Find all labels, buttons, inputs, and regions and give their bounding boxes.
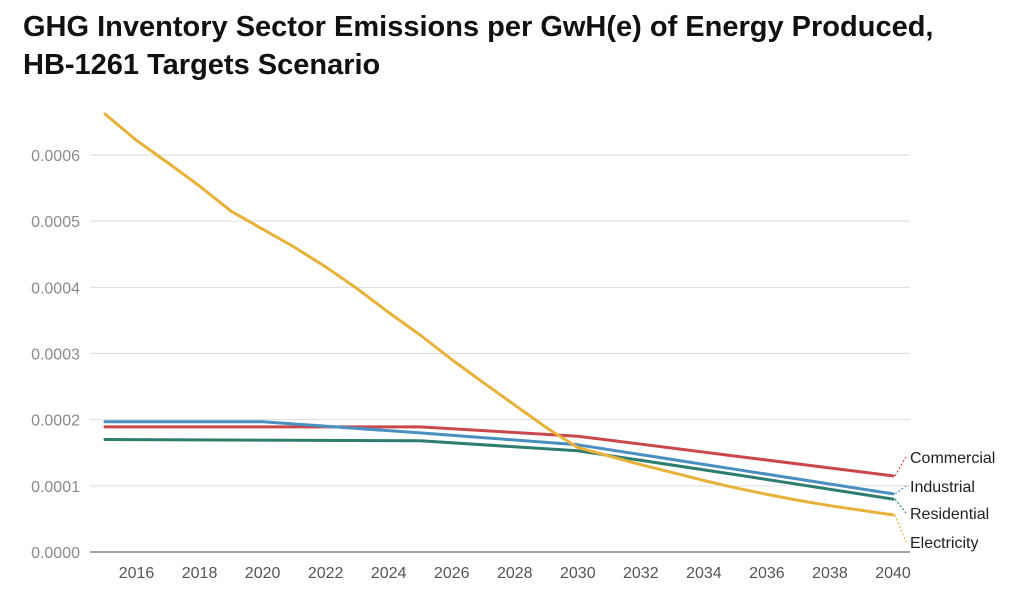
series-label-commercial: Commercial — [910, 450, 995, 467]
chart-title: GHG Inventory Sector Emissions per GwH(e… — [23, 8, 1013, 84]
series-label-industrial: Industrial — [910, 479, 975, 496]
series-lines — [103, 112, 895, 517]
x-tick-label: 2040 — [875, 565, 911, 582]
x-tick-label: 2024 — [371, 565, 407, 582]
y-axis-ticks: 0.0000 0.0001 0.0002 0.0003 0.0004 0.0005 0.00… — [31, 148, 80, 562]
x-axis-ticks: 2016 2018 2020 2022 2024 2026 2028 2030 2032 2034… — [119, 565, 911, 582]
x-tick-label: 2022 — [308, 565, 344, 582]
series-line-industrial — [103, 420, 895, 496]
x-tick-label: 2036 — [749, 565, 785, 582]
x-tick-label: 2038 — [812, 565, 848, 582]
y-tick-label: 0.0000 — [31, 545, 80, 562]
y-tick-label: 0.0003 — [31, 347, 80, 364]
y-tick-label: 0.0004 — [31, 280, 80, 297]
x-tick-label: 2026 — [434, 565, 470, 582]
gridlines — [90, 154, 910, 487]
x-tick-label: 2030 — [560, 565, 596, 582]
chart-title-line-1: GHG Inventory Sector Emissions per GwH(e… — [23, 11, 934, 43]
x-tick-label: 2016 — [119, 565, 155, 582]
series-line-electricity — [103, 112, 895, 517]
label-leader-commercial — [894, 456, 907, 477]
x-tick-label: 2034 — [686, 565, 722, 582]
y-tick-label: 0.0001 — [31, 479, 80, 496]
x-tick-label: 2020 — [245, 565, 281, 582]
label-leader-electricity — [894, 514, 907, 543]
y-tick-label: 0.0005 — [31, 214, 80, 231]
x-tick-label: 2028 — [497, 565, 533, 582]
y-tick-label: 0.0006 — [31, 148, 80, 165]
label-leader-industrial — [894, 485, 907, 495]
chart-title-line-2: HB-1261 Targets Scenario — [23, 49, 381, 81]
series-label-electricity: Electricity — [910, 535, 978, 552]
series-labels: Commercial Industrial Residential Electrici… — [894, 450, 995, 552]
x-tick-label: 2032 — [623, 565, 659, 582]
label-leader-residential — [894, 498, 907, 514]
series-line-residential — [103, 438, 895, 501]
x-tick-label: 2018 — [182, 565, 218, 582]
series-line-commercial — [103, 425, 895, 478]
series-label-residential: Residential — [910, 506, 989, 523]
y-tick-label: 0.0002 — [31, 413, 80, 430]
